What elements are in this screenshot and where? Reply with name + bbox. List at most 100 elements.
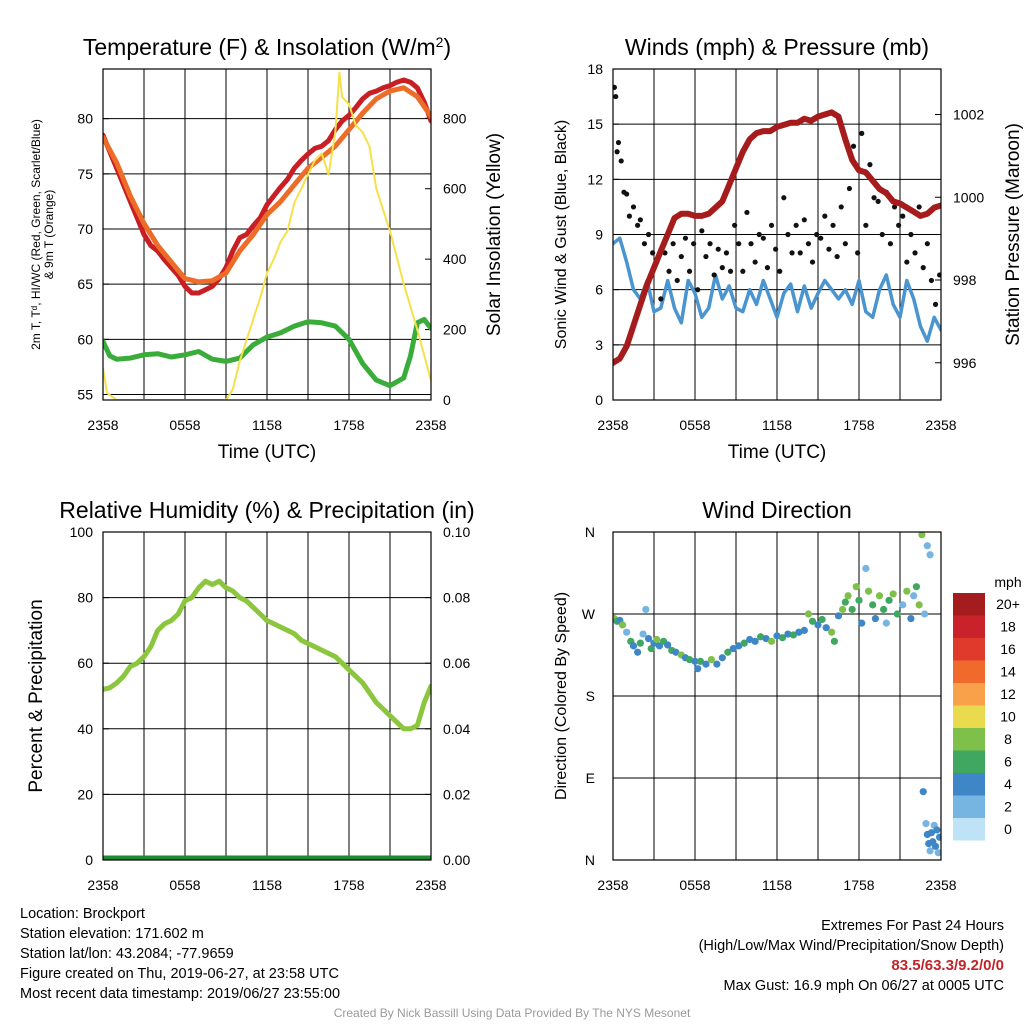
direction-point — [814, 621, 822, 629]
station-location: Location: Brockport — [20, 906, 145, 922]
x-tick-label: 2358 — [415, 417, 446, 433]
y2-tick-label: 1002 — [953, 107, 984, 123]
direction-point — [694, 665, 702, 673]
gust-point — [773, 246, 779, 252]
gust-point — [924, 241, 930, 247]
gust-point — [842, 241, 848, 247]
y-tick-label: E — [586, 770, 595, 786]
x-tick-label: 2358 — [597, 877, 628, 893]
gust-point — [670, 241, 676, 247]
direction-point — [855, 596, 863, 604]
direction-point — [882, 619, 890, 627]
direction-point — [922, 819, 930, 828]
x-axis-label: Time (UTC) — [728, 442, 827, 463]
direction-point — [907, 614, 915, 623]
plot-frame — [102, 531, 432, 861]
y2-tick-label: 800 — [443, 110, 467, 126]
direction-point — [818, 615, 826, 624]
direction-point — [926, 551, 934, 559]
colorbar-label: 12 — [1000, 686, 1016, 702]
gust-point — [875, 198, 881, 204]
series-line — [103, 85, 431, 285]
direction-point — [789, 631, 798, 639]
y-tick-label: N — [585, 524, 595, 540]
y-tick-label: 0 — [595, 392, 603, 408]
panel-title: Wind Direction — [702, 497, 852, 523]
y2-tick-label: 0.04 — [443, 721, 470, 737]
gust-point — [641, 241, 648, 247]
gust-point — [822, 213, 828, 219]
gust-point — [768, 222, 775, 228]
x-tick-label: 0558 — [169, 877, 200, 893]
direction-point — [871, 614, 880, 623]
x-tick-label: 2358 — [87, 417, 118, 433]
panel-title-close: ) — [443, 34, 451, 60]
y-tick-label: 65 — [77, 276, 93, 292]
y2-tick-label: 0.00 — [443, 852, 470, 868]
y2-tick-label: 200 — [443, 322, 467, 338]
gust-point — [723, 250, 730, 256]
direction-point — [912, 583, 921, 591]
y2-tick-label: 0.10 — [443, 524, 470, 540]
recent-data-timestamp: Most recent data timestamp: 2019/06/27 2… — [20, 986, 341, 1002]
x-tick-label: 1158 — [252, 877, 282, 893]
gust-point — [748, 241, 754, 247]
direction-point — [804, 610, 813, 618]
gust-point — [863, 222, 869, 228]
gust-point — [740, 268, 746, 274]
direction-point — [718, 654, 726, 662]
y2-axis-label: Station Pressure (Maroon) — [1003, 123, 1024, 346]
direction-point — [830, 637, 839, 645]
direction-point — [841, 598, 849, 606]
direction-point — [729, 645, 737, 653]
x-tick-label: 2358 — [925, 877, 956, 893]
plot-frame — [612, 68, 942, 401]
y-tick-label: 70 — [77, 221, 93, 237]
panel-title: Winds (mph) & Pressure (mb) — [625, 34, 929, 60]
direction-point — [767, 637, 776, 645]
direction-point — [936, 833, 941, 841]
direction-point — [933, 826, 941, 834]
gust-point — [879, 231, 885, 238]
direction-point — [927, 829, 936, 837]
gust-point — [826, 246, 832, 252]
gust-point — [916, 204, 922, 210]
y-tick-label: 6 — [595, 282, 603, 298]
direction-point — [653, 635, 661, 644]
gust-point — [711, 272, 717, 278]
plot-area — [613, 532, 941, 857]
direction-point — [915, 601, 923, 609]
gust-point — [618, 158, 624, 164]
y-tick-label: 18 — [587, 61, 603, 77]
gust-point — [801, 217, 807, 223]
direction-point — [691, 657, 699, 665]
y-tick-label: 40 — [77, 721, 93, 737]
direction-point — [921, 610, 929, 618]
gust-point — [630, 204, 637, 210]
colorbar-swatch — [953, 660, 985, 683]
direction-point — [702, 660, 710, 668]
gust-point — [834, 253, 840, 260]
y2-tick-label: 0.02 — [443, 786, 470, 802]
panel-title: Temperature (F) & Insolation (W/m2) — [83, 34, 451, 60]
y-tick-label: N — [585, 852, 595, 868]
station-elevation: Station elevation: 171.602 m — [20, 926, 204, 942]
colorbar-label: 16 — [1000, 641, 1016, 657]
gust-point — [871, 195, 877, 201]
y2-tick-label: 600 — [443, 181, 467, 197]
gust-point — [887, 241, 894, 247]
extremes-box: Extremes For Past 24 Hours (High/Low/Max… — [699, 916, 1004, 996]
direction-point — [910, 592, 918, 600]
y-axis-label-line2: & 9m T (Orange) — [42, 190, 56, 280]
wind-speed-colorbar: mph 20+ 18 16 14 12 10 8 6 4 2 0 — [953, 574, 1022, 841]
gust-point — [613, 84, 617, 90]
x-tick-label: 1758 — [843, 877, 874, 893]
gust-point — [867, 162, 873, 168]
y-axis-label: Percent & Precipitation — [26, 599, 47, 792]
direction-point — [647, 645, 655, 653]
colorbar-swatch — [953, 818, 985, 841]
direction-point — [834, 612, 843, 620]
direction-point — [808, 617, 817, 625]
colorbar-title: mph — [994, 574, 1021, 590]
